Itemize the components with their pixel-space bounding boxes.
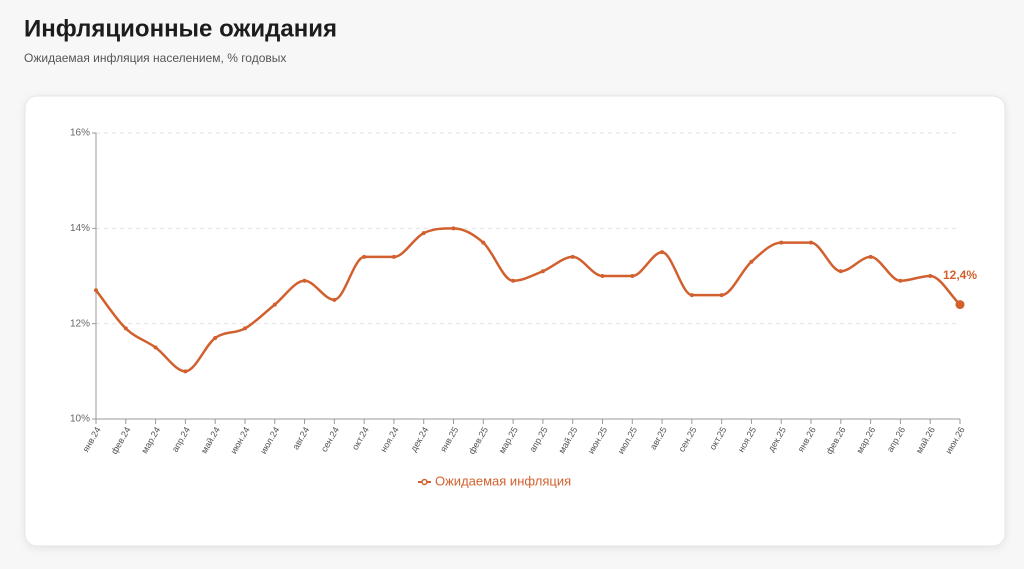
data-point — [153, 345, 158, 350]
data-point — [868, 254, 873, 259]
data-point — [242, 326, 247, 331]
data-point — [630, 274, 635, 278]
value-label: 12,4% — [943, 268, 977, 282]
y-tick-label: 14% — [70, 223, 90, 234]
y-tick-label: 16% — [70, 128, 90, 139]
legend-label: Ожидаемая инфляция — [435, 473, 571, 488]
y-tick-label: 12% — [70, 318, 90, 329]
data-point — [272, 302, 277, 307]
legend-swatch — [421, 478, 428, 486]
data-point — [779, 240, 784, 245]
data-point — [332, 297, 337, 302]
data-point — [391, 254, 396, 259]
page-title: Инфляционные ожидания — [24, 15, 337, 42]
data-point — [689, 293, 694, 298]
data-point — [928, 274, 933, 278]
data-point — [481, 240, 486, 245]
data-point — [749, 259, 754, 264]
chart-card — [24, 95, 1006, 547]
data-point — [600, 274, 605, 278]
data-point — [898, 278, 903, 283]
data-point — [94, 288, 98, 293]
data-point — [362, 254, 367, 259]
data-point — [451, 226, 456, 231]
data-point — [183, 369, 188, 374]
data-point — [302, 278, 307, 283]
y-tick-label: 10% — [70, 414, 90, 425]
data-point — [123, 326, 128, 331]
data-point — [809, 240, 814, 245]
data-point — [660, 250, 665, 255]
data-line — [95, 227, 961, 373]
data-point — [570, 254, 575, 259]
data-point — [719, 293, 724, 298]
data-point — [955, 300, 965, 310]
data-point — [511, 278, 516, 283]
data-point — [421, 231, 426, 236]
data-point — [213, 335, 218, 340]
data-point — [540, 269, 545, 274]
data-point — [838, 269, 843, 274]
page-subtitle: Ожидаемая инфляция населением, % годовых — [24, 51, 286, 65]
